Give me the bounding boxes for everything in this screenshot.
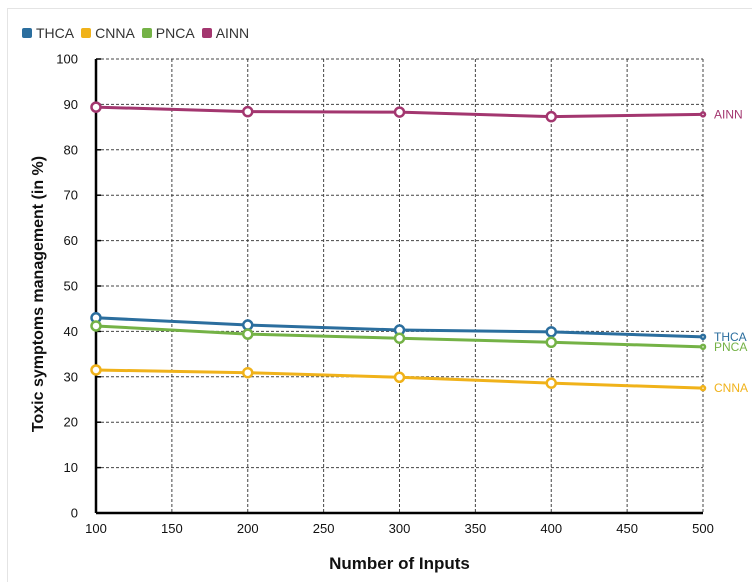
data-point-pnca-200 [242, 328, 254, 340]
y-tick-label-70: 70 [64, 188, 78, 203]
end-label-pnca: PNCA [714, 340, 747, 354]
x-tick-label-400: 400 [540, 521, 562, 536]
data-point-ainn-400 [545, 110, 557, 123]
data-point-cnna-500 [699, 384, 707, 392]
x-tick-label-350: 350 [465, 521, 487, 536]
data-point-cnna-100 [90, 364, 102, 376]
y-tick-labels: 0 10 20 30 40 50 60 70 80 90 100 [56, 52, 78, 521]
data-point-ainn-300 [393, 106, 406, 118]
x-tick-label-450: 450 [616, 521, 638, 536]
y-tick-label-90: 90 [64, 97, 78, 112]
end-label-thca: THCA [714, 330, 747, 344]
series-group [90, 101, 707, 392]
y-axis-title: Toxic symptoms management (in %) [30, 156, 47, 432]
data-point-pnca-500 [699, 343, 707, 351]
x-tick-label-500: 500 [692, 521, 714, 536]
x-tick-label-150: 150 [161, 521, 183, 536]
legend: THCA CNNA PNCA AINN [22, 25, 256, 41]
series-end-labels: THCA CNNA PNCA AINN [714, 107, 748, 395]
data-point-cnna-400 [545, 377, 557, 389]
y-tick-label-0: 0 [71, 506, 78, 521]
legend-label-pnca: PNCA [155, 25, 195, 41]
legend-label-ainn: AINN [215, 25, 250, 41]
y-tick-label-100: 100 [56, 52, 78, 67]
x-tick-label-100: 100 [85, 521, 107, 536]
data-point-ainn-500 [699, 111, 707, 118]
x-tick-label-300: 300 [389, 521, 411, 536]
end-label-ainn: AINN [714, 107, 743, 121]
axes [94, 58, 703, 515]
data-point-thca-200 [242, 319, 254, 331]
y-tick-label-10: 10 [64, 460, 78, 475]
chart-frame [7, 8, 752, 582]
x-tick-label-200: 200 [237, 521, 259, 536]
data-point-pnca-400 [545, 336, 557, 349]
y-tick-label-40: 40 [64, 324, 78, 339]
data-point-pnca-300 [393, 332, 406, 344]
gridlines [96, 58, 704, 513]
data-point-ainn-200 [242, 105, 254, 118]
x-axis-title: Number of Inputs [329, 554, 470, 573]
legend-item-thca: THCA [22, 25, 74, 41]
x-tick-label-250: 250 [313, 521, 335, 536]
legend-label-thca: THCA [36, 25, 75, 41]
legend-label-cnna: CNNA [95, 25, 135, 41]
data-point-pnca-100 [90, 320, 102, 332]
y-tick-label-80: 80 [64, 142, 78, 157]
legend-swatch-thca [22, 28, 32, 38]
data-point-ainn-100 [90, 101, 102, 113]
legend-item-pnca: PNCA [141, 25, 195, 41]
y-tick-label-20: 20 [64, 415, 78, 430]
y-tick-label-50: 50 [64, 279, 78, 294]
x-tick-labels: 100 150 200 250 300 350 400 450 500 [85, 521, 714, 536]
y-tick-label-60: 60 [64, 233, 78, 248]
legend-swatch-cnna [81, 28, 92, 38]
data-point-thca-400 [545, 326, 557, 338]
legend-item-ainn: AINN [201, 25, 250, 41]
data-point-cnna-200 [242, 366, 254, 379]
legend-item-cnna: CNNA [81, 25, 135, 41]
legend-swatch-pnca [141, 28, 152, 38]
data-point-cnna-300 [393, 371, 406, 384]
end-label-cnna: CNNA [714, 381, 748, 395]
data-point-thca-500 [699, 333, 707, 341]
y-tick-label-30: 30 [64, 369, 78, 384]
legend-swatch-ainn [201, 28, 212, 38]
